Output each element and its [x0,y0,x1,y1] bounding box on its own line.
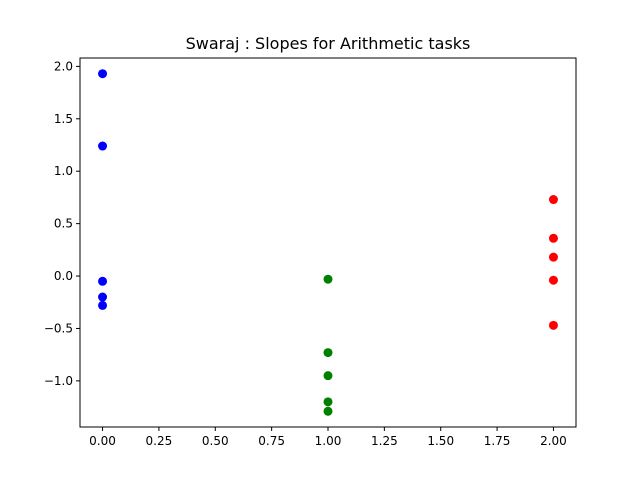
data-points [98,69,558,416]
x-tick-label: 1.50 [427,434,454,448]
y-tick-label: 1.0 [54,164,73,178]
data-point-series-2 [323,371,333,381]
data-point-series-2 [323,348,333,358]
data-point-series-3 [548,233,558,243]
plot-frame [79,57,577,428]
data-point-series-1 [98,292,108,302]
x-axis: 0.00 0.25 0.50 0.75 1.00 1.25 1.50 1.75 2.00 [89,427,567,448]
data-point-series-3 [548,195,558,205]
x-tick-label: 0.25 [146,434,173,448]
data-point-series-1 [98,300,108,310]
x-tick-label: 1.00 [315,434,342,448]
x-tick-label: 0.50 [202,434,229,448]
data-point-series-2 [323,274,333,284]
data-point-series-3 [548,275,558,285]
y-tick-label: 2.0 [54,59,73,73]
data-point-series-3 [548,320,558,330]
x-tick-label: 1.75 [484,434,511,448]
x-tick-label: 1.25 [371,434,398,448]
y-tick-label: 1.5 [54,112,73,126]
data-point-series-1 [98,141,108,151]
data-point-series-3 [548,252,558,262]
y-axis: 2.0 1.5 1.0 0.5 0.0 −0.5 −1.0 [44,59,80,388]
data-point-series-1 [98,69,108,79]
x-tick-label: 2.00 [540,434,567,448]
data-point-series-1 [98,276,108,286]
y-tick-label: −1.0 [44,374,73,388]
data-point-series-2 [323,397,333,407]
chart-title: Swaraj : Slopes for Arithmetic tasks [186,34,471,53]
x-tick-label: 0.75 [258,434,285,448]
y-tick-label: 0.0 [54,269,73,283]
x-tick-label: 0.00 [89,434,116,448]
y-tick-label: −0.5 [44,321,73,335]
data-point-series-2 [323,406,333,416]
y-tick-label: 0.5 [54,217,73,231]
